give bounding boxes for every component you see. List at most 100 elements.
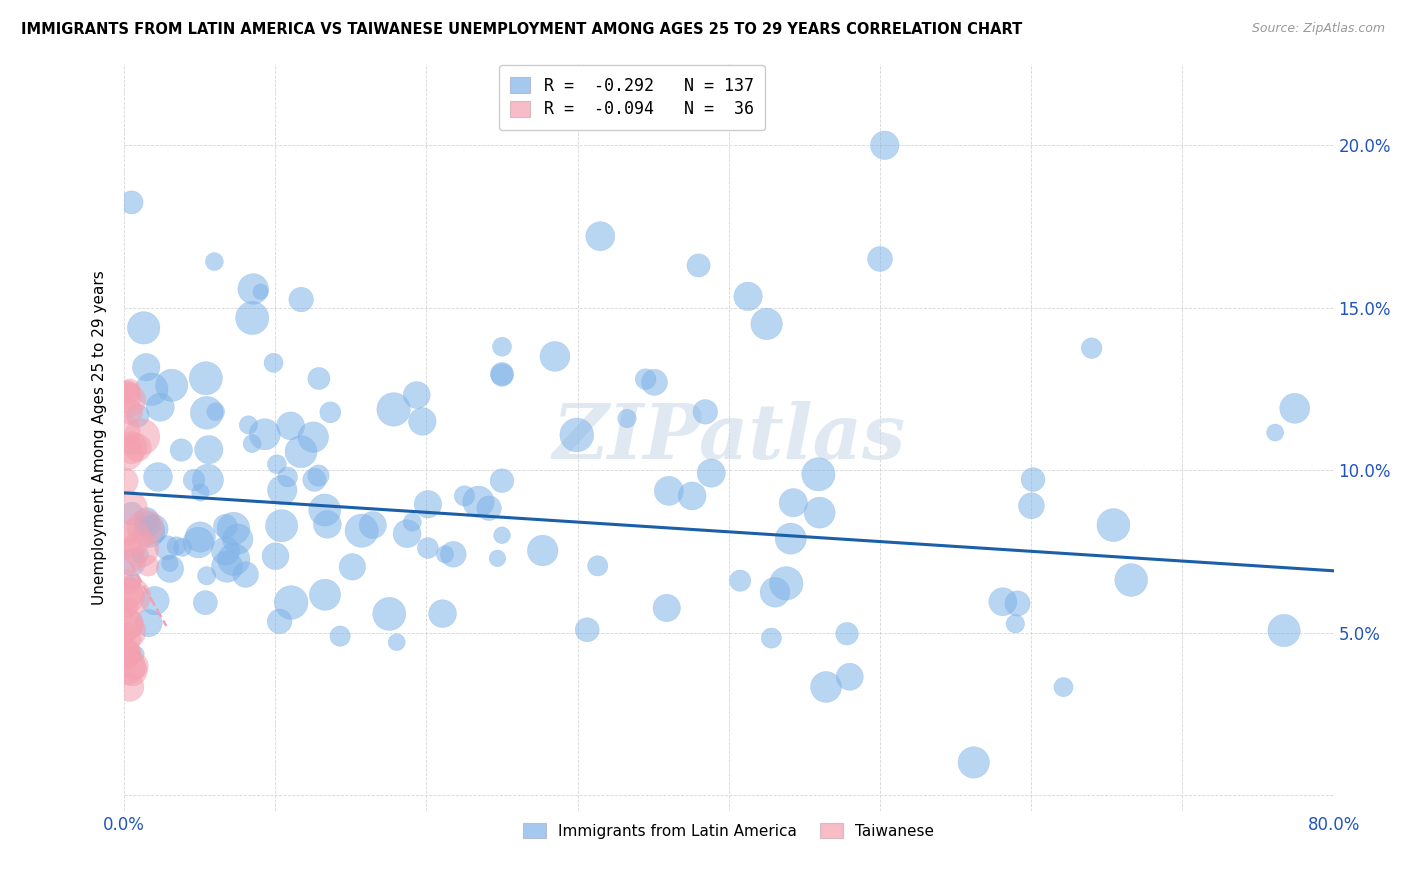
- Point: [132, 321, 155, 335]
- Point: [775, 576, 797, 591]
- Point: [120, 632, 142, 646]
- Point: [121, 507, 143, 521]
- Point: [586, 558, 609, 573]
- Text: ZIPatlas: ZIPatlas: [553, 401, 905, 475]
- Point: [146, 470, 169, 484]
- Point: [441, 547, 464, 561]
- Point: [120, 500, 142, 515]
- Point: [118, 393, 141, 408]
- Legend: Immigrants from Latin America, Taiwanese: Immigrants from Latin America, Taiwanese: [517, 817, 941, 845]
- Point: [1004, 616, 1026, 631]
- Point: [277, 470, 299, 484]
- Point: [165, 539, 187, 553]
- Point: [183, 473, 205, 487]
- Point: [117, 574, 139, 589]
- Point: [815, 680, 838, 694]
- Point: [270, 518, 292, 533]
- Point: [264, 549, 287, 564]
- Point: [695, 405, 717, 419]
- Point: [263, 356, 285, 370]
- Point: [121, 664, 143, 678]
- Point: [117, 617, 139, 632]
- Point: [835, 626, 858, 640]
- Point: [350, 524, 373, 538]
- Point: [1102, 518, 1125, 533]
- Point: [124, 658, 146, 673]
- Point: [135, 360, 157, 375]
- Point: [118, 624, 141, 639]
- Point: [290, 444, 312, 458]
- Point: [142, 522, 165, 536]
- Point: [478, 501, 501, 516]
- Point: [141, 382, 163, 396]
- Point: [187, 535, 209, 549]
- Point: [156, 541, 179, 555]
- Text: Source: ZipAtlas.com: Source: ZipAtlas.com: [1251, 22, 1385, 36]
- Point: [117, 659, 139, 673]
- Point: [129, 542, 152, 557]
- Point: [634, 372, 657, 386]
- Point: [121, 575, 143, 590]
- Point: [869, 252, 891, 266]
- Point: [1022, 473, 1045, 487]
- Point: [117, 600, 139, 615]
- Point: [222, 522, 245, 536]
- Point: [808, 506, 831, 520]
- Point: [491, 528, 513, 542]
- Point: [307, 468, 329, 483]
- Point: [589, 229, 612, 244]
- Point: [115, 447, 138, 461]
- Point: [143, 593, 166, 607]
- Point: [544, 350, 567, 364]
- Point: [194, 596, 217, 610]
- Point: [117, 385, 139, 400]
- Point: [401, 515, 423, 529]
- Point: [385, 635, 408, 649]
- Point: [114, 648, 136, 663]
- Point: [195, 406, 218, 420]
- Point: [1007, 597, 1029, 611]
- Point: [658, 483, 681, 498]
- Point: [198, 442, 221, 457]
- Point: [491, 340, 513, 354]
- Point: [616, 411, 638, 425]
- Point: [411, 414, 433, 428]
- Point: [688, 259, 710, 273]
- Point: [129, 548, 152, 562]
- Point: [202, 254, 225, 268]
- Point: [405, 388, 427, 402]
- Point: [316, 517, 339, 532]
- Point: [115, 527, 138, 541]
- Point: [114, 390, 136, 404]
- Point: [135, 513, 157, 527]
- Point: [382, 402, 405, 417]
- Point: [138, 616, 160, 631]
- Point: [432, 607, 454, 621]
- Point: [159, 557, 181, 571]
- Point: [121, 590, 143, 604]
- Point: [1052, 680, 1074, 694]
- Point: [1021, 499, 1043, 513]
- Point: [204, 405, 226, 419]
- Point: [121, 556, 143, 570]
- Point: [361, 518, 384, 533]
- Point: [235, 567, 257, 582]
- Point: [121, 531, 143, 545]
- Point: [467, 494, 489, 508]
- Point: [329, 629, 352, 643]
- Point: [681, 489, 703, 503]
- Point: [194, 371, 217, 385]
- Point: [249, 285, 271, 299]
- Point: [342, 559, 364, 574]
- Point: [120, 441, 142, 455]
- Point: [240, 310, 263, 325]
- Point: [782, 496, 804, 510]
- Point: [127, 441, 149, 455]
- Point: [491, 368, 513, 383]
- Point: [565, 428, 588, 442]
- Point: [302, 430, 325, 444]
- Point: [195, 568, 218, 582]
- Point: [134, 520, 156, 534]
- Point: [755, 317, 778, 331]
- Point: [434, 547, 457, 561]
